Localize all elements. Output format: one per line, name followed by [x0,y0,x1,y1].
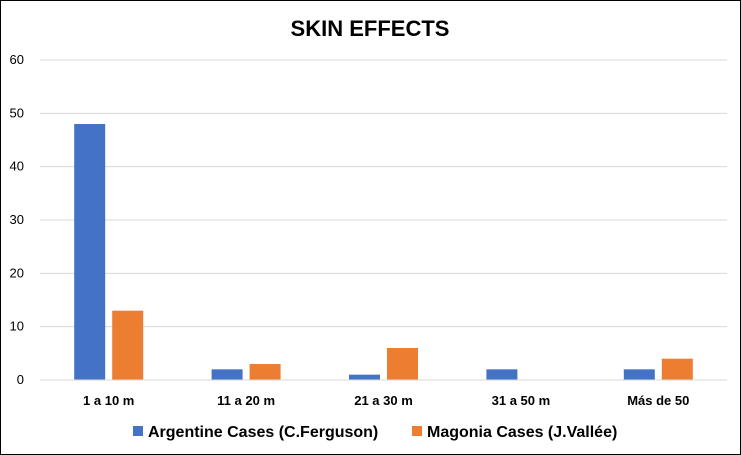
bar-magonia [387,348,418,380]
legend-swatch [412,426,422,436]
y-tick-label: 40 [10,159,24,174]
x-axis-categories: 1 a 10 m 11 a 20 m 21 a 30 m 31 a 50 m Más d… [83,393,689,408]
chart-title: SKIN EFFECTS [291,16,450,41]
legend-label: Magonia Cases (J.Vallée) [427,424,617,441]
bar-argentine [74,124,106,380]
x-category-label: Más de 50 [627,393,689,408]
bars [74,124,693,380]
bar-magonia [661,358,693,380]
bar-argentine [211,369,243,380]
y-tick-label: 50 [10,105,24,120]
y-tick-label: 20 [10,265,24,280]
legend-swatch [133,426,143,436]
y-tick-label: 60 [10,52,24,67]
y-tick-label: 30 [10,212,24,227]
gridlines [40,59,727,328]
legend: Argentine Cases (C.Ferguson) Magonia Case… [133,424,617,441]
bar-argentine [486,369,518,380]
bar-argentine [623,369,655,380]
y-axis-ticks: 0 10 20 30 40 50 60 [10,52,24,387]
bar-magonia [112,310,144,380]
bar-argentine [349,374,380,380]
bar-magonia [249,364,281,380]
x-category-label: 21 a 30 m [354,393,413,408]
y-tick-label: 0 [17,372,24,387]
x-category-label: 1 a 10 m [83,393,134,408]
y-tick-label: 10 [10,319,24,334]
legend-label: Argentine Cases (C.Ferguson) [148,424,378,441]
x-category-label: 31 a 50 m [492,393,551,408]
x-category-label: 11 a 20 m [217,393,275,408]
